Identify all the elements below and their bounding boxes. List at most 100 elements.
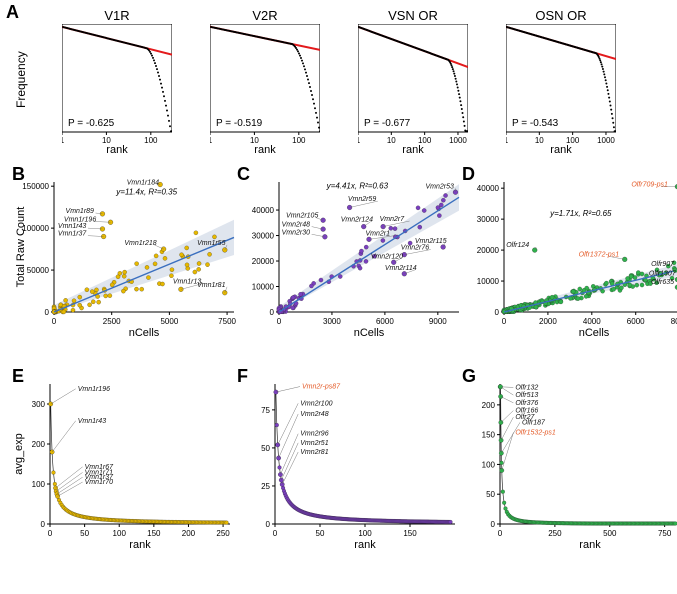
text: y=4.41x, R²=0.63 xyxy=(326,181,389,190)
line xyxy=(501,423,520,454)
text: Vmn1r218 xyxy=(124,240,156,247)
circle xyxy=(145,265,149,269)
circle xyxy=(78,295,82,299)
text: 1 xyxy=(62,136,65,145)
circle xyxy=(72,299,76,303)
circle xyxy=(462,112,464,114)
text: 300 xyxy=(32,400,46,409)
text: 50 xyxy=(261,444,270,453)
text: rank xyxy=(254,144,276,156)
circle xyxy=(462,116,464,118)
circle xyxy=(455,78,457,80)
text: 30000 xyxy=(252,232,275,241)
circle xyxy=(673,522,677,526)
circle xyxy=(455,80,457,82)
circle xyxy=(607,89,609,91)
circle xyxy=(297,50,299,52)
circle xyxy=(633,276,637,280)
text: y=11.4x, R²=0.35 xyxy=(115,188,177,197)
text: Vmn1r70 xyxy=(85,479,114,486)
text: nCells xyxy=(579,327,610,339)
line xyxy=(281,443,298,480)
circle xyxy=(364,245,368,249)
svg: 0501001500255075rankVmn2r-ps87Vmn2r100Vm… xyxy=(237,380,459,554)
circle xyxy=(619,286,623,290)
circle xyxy=(64,298,68,302)
text: 8000 xyxy=(671,317,677,326)
svg: 02000400060008000010000200003000040000nC… xyxy=(462,178,677,342)
circle xyxy=(123,270,127,274)
text: 200 xyxy=(482,401,496,410)
circle xyxy=(463,120,465,122)
circle xyxy=(280,482,284,486)
circle xyxy=(322,234,327,239)
circle xyxy=(612,287,616,291)
circle xyxy=(197,261,201,265)
circle xyxy=(393,227,397,231)
circle xyxy=(612,117,614,119)
circle xyxy=(153,262,157,266)
line xyxy=(52,421,76,452)
text: Vmn2r48 xyxy=(300,411,329,418)
text: P = -0.543 xyxy=(512,118,559,129)
circle xyxy=(104,294,108,298)
text: 50 xyxy=(80,529,89,538)
circle xyxy=(416,206,420,210)
circle xyxy=(306,75,308,77)
circle xyxy=(606,86,608,88)
div: V1R xyxy=(87,8,147,23)
text: 0 xyxy=(48,529,53,538)
text: Vmn2r53 xyxy=(425,183,454,190)
line xyxy=(501,397,514,403)
text: 3000 xyxy=(323,317,341,326)
svg: 1E-71E-61E-51E-40.0010.010.1110100rankP … xyxy=(62,24,172,156)
text: 5000 xyxy=(160,317,178,326)
circle xyxy=(602,68,604,70)
circle xyxy=(275,423,279,427)
circle xyxy=(168,120,170,122)
circle xyxy=(163,95,165,97)
circle xyxy=(640,283,644,287)
line xyxy=(282,452,298,484)
circle xyxy=(381,238,385,242)
text: P = -0.519 xyxy=(216,118,263,129)
circle xyxy=(291,295,295,299)
text: 6000 xyxy=(627,317,645,326)
div: 1E-71E-61E-51E-40.0010.010.1110100rankP … xyxy=(210,24,320,156)
circle xyxy=(296,49,298,51)
div: 0250500750050100150200rankOlfr132Olfr513… xyxy=(462,380,677,554)
svg: 0501001502002500100200300rankavg_expVmn1… xyxy=(12,380,234,554)
rect xyxy=(506,24,616,132)
circle xyxy=(301,60,303,62)
circle xyxy=(310,90,312,92)
circle xyxy=(185,246,189,250)
circle xyxy=(134,287,138,291)
circle xyxy=(532,248,537,253)
circle xyxy=(153,59,155,61)
circle xyxy=(312,98,314,100)
text: 0 xyxy=(502,317,507,326)
circle xyxy=(151,55,153,57)
text: 1000 xyxy=(449,136,467,145)
circle xyxy=(169,274,173,278)
circle xyxy=(451,66,453,68)
text: Vmn2r-ps87 xyxy=(302,384,341,391)
circle xyxy=(122,274,126,278)
svg: 0250050007500050000100000150000nCellsTot… xyxy=(12,178,238,342)
circle xyxy=(90,289,94,293)
text: 0 xyxy=(495,308,500,317)
text: 1 xyxy=(506,136,509,145)
circle xyxy=(461,108,463,110)
line xyxy=(56,467,83,488)
circle xyxy=(338,274,342,278)
circle xyxy=(453,70,455,72)
circle xyxy=(305,72,307,74)
circle xyxy=(161,87,163,89)
circle xyxy=(604,76,606,78)
circle xyxy=(149,51,151,53)
text: Vmn1r37 xyxy=(58,231,88,238)
circle xyxy=(318,127,320,129)
text: Vmn2r124 xyxy=(341,217,373,224)
circle xyxy=(159,79,161,81)
circle xyxy=(458,93,460,95)
